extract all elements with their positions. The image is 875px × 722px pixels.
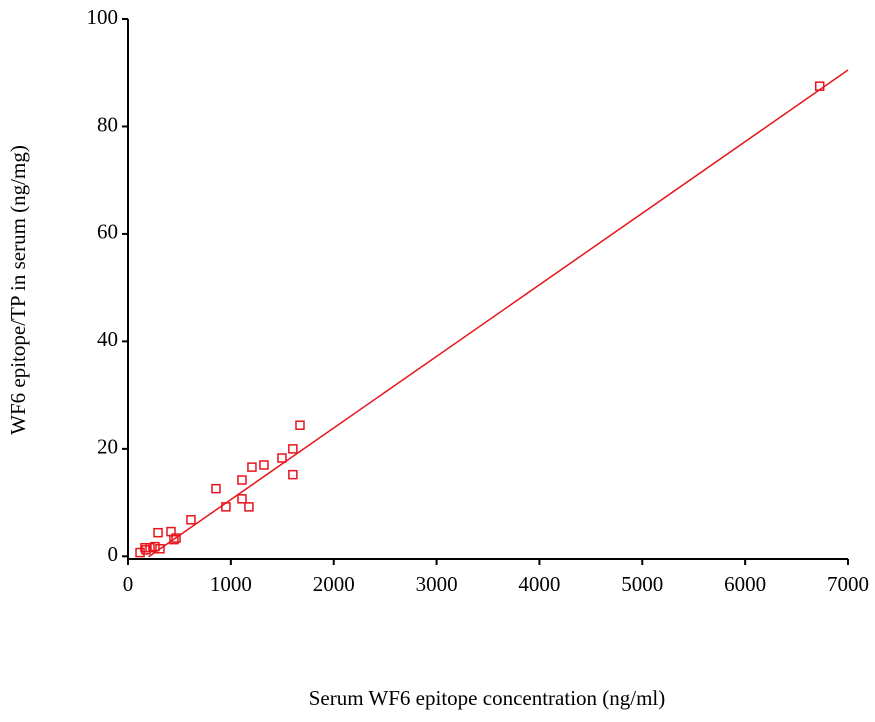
point	[171, 533, 181, 543]
point	[155, 544, 165, 554]
x-tick-label: 6000	[724, 572, 766, 596]
point	[288, 444, 298, 454]
x-tick-label: 5000	[621, 572, 663, 596]
y-tick-label: 20	[97, 435, 118, 459]
x-tick-label: 2000	[313, 572, 355, 596]
point	[247, 462, 257, 472]
point	[814, 81, 825, 91]
point	[141, 545, 151, 555]
x-tick-label: 7000	[827, 572, 869, 596]
point	[135, 547, 145, 558]
point	[237, 475, 247, 485]
x-tick-label: 0	[123, 572, 134, 596]
point	[277, 453, 287, 463]
point	[221, 502, 231, 512]
y-tick-label: 0	[108, 542, 119, 566]
point	[169, 534, 179, 545]
point	[237, 494, 247, 504]
y-tick-label: 60	[97, 220, 118, 244]
point	[186, 515, 196, 525]
x-tick-label: 3000	[416, 572, 458, 596]
x-tick-label: 1000	[210, 572, 252, 596]
point	[259, 460, 269, 470]
point	[140, 542, 150, 553]
x-axis-label: Serum WF6 epitope concentration (ng/ml)	[309, 686, 666, 710]
point	[150, 541, 160, 552]
x-tick-label: 4000	[518, 572, 560, 596]
point	[244, 502, 254, 512]
y-tick-label: 80	[97, 112, 118, 136]
point	[288, 469, 298, 480]
y-tick-label: 40	[97, 327, 118, 351]
fit-line	[148, 69, 849, 558]
y-tick-label: 100	[87, 5, 119, 29]
point	[211, 483, 221, 494]
point	[153, 527, 163, 538]
point	[295, 420, 305, 430]
y-axis-label: WF6 epitope/TP in serum (ng/mg)	[6, 145, 30, 435]
